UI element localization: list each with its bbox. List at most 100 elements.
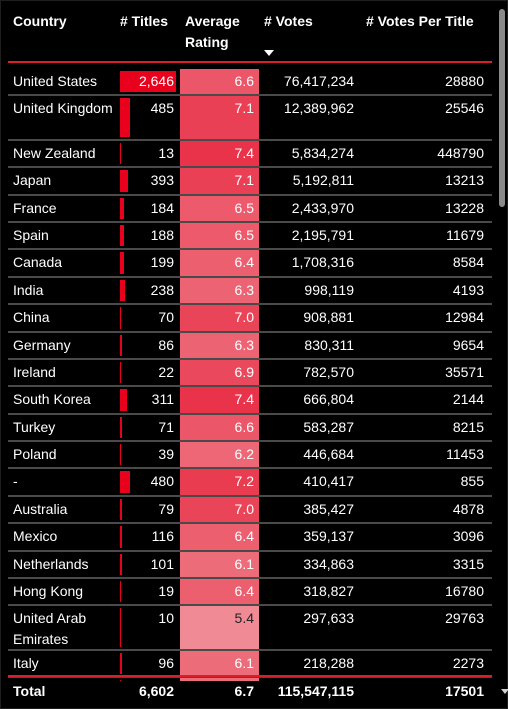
table-row[interactable]: Turkey 71 6.6 583,287 8215 <box>8 414 492 443</box>
table-row[interactable]: United Kingdom 485 7.1 12,389,962 25546 <box>8 96 492 141</box>
country-cell: Australia <box>13 500 68 517</box>
table-row[interactable]: Poland 39 6.2 446,684 11453 <box>8 442 492 470</box>
rating-color-cell <box>180 96 259 139</box>
table-row[interactable]: Mexico 116 6.4 359,137 3096 <box>8 524 492 552</box>
votes-per-title-cell: 855 <box>460 473 484 490</box>
titles-cell: 184 <box>150 199 174 216</box>
table-row[interactable]: Ireland 22 6.9 782,570 35571 <box>8 359 492 388</box>
rating-color-cell <box>180 678 259 681</box>
rating-color-cell <box>180 222 259 249</box>
votes-cell: 334,863 <box>303 555 354 572</box>
votes-per-title-cell: 3096 <box>452 528 484 545</box>
titles-databar <box>120 608 121 647</box>
titles-databar <box>120 98 131 137</box>
votes-cell: 297,633 <box>303 610 354 627</box>
titles-databar <box>120 224 124 247</box>
table-row[interactable]: United Arab Emirates 10 5.4 297,633 29763 <box>8 606 492 651</box>
titles-databar <box>120 279 126 302</box>
col-header-votes-per-title[interactable]: # Votes Per Title <box>366 13 474 29</box>
rating-color-cell <box>180 387 259 413</box>
table-row[interactable]: South Korea 311 7.4 666,804 2144 <box>8 387 492 415</box>
data-table: Country # Titles Average Rating # Votes … <box>8 7 492 699</box>
country-cell: India <box>13 281 44 298</box>
table-row[interactable]: Hong Kong 19 6.4 318,827 16780 <box>8 579 492 607</box>
titles-cell: 2,646 <box>138 73 174 89</box>
table-row[interactable]: Germany 86 6.3 830,311 9654 <box>8 332 492 360</box>
titles-cell: 101 <box>150 555 174 572</box>
votes-cell: 2,433,970 <box>291 199 354 216</box>
table-row[interactable]: - 480 7.2 410,417 855 <box>8 469 492 497</box>
table-row[interactable]: Spain 188 6.5 2,195,791 11679 <box>8 222 492 251</box>
votes-per-title-cell: 13213 <box>445 172 484 189</box>
titles-databar <box>120 170 129 192</box>
country-cell: United States <box>13 73 98 89</box>
col-header-titles[interactable]: # Titles <box>120 13 168 29</box>
votes-per-title-cell: 8584 <box>452 254 484 271</box>
total-titles: 6,602 <box>138 683 174 699</box>
country-cell: New Zealand <box>13 144 96 161</box>
table-row[interactable]: Netherlands 101 6.1 334,863 3315 <box>8 551 492 580</box>
votes-per-title-cell: 9654 <box>452 336 484 353</box>
table-row[interactable]: Czech Republic56.1191,89138378 <box>8 678 492 681</box>
col-header-rating[interactable]: Average Rating <box>185 13 240 50</box>
table-body[interactable]: United States 2,646 6.6 76,417,234 28880 Unit… <box>8 69 492 681</box>
votes-per-title-cell: 2273 <box>452 654 484 671</box>
country-cell: United Arab Emirates <box>13 610 87 648</box>
scroll-down-arrow-icon[interactable] <box>501 689 508 694</box>
rating-color-cell <box>180 650 259 677</box>
rating-cell: 7.4 <box>234 391 254 408</box>
titles-cell: 13 <box>158 144 174 161</box>
titles-cell: 480 <box>150 473 174 490</box>
votes-cell: 830,311 <box>304 336 354 353</box>
table-row[interactable]: New Zealand 13 7.4 5,834,274 448790 <box>8 140 492 169</box>
votes-cell: 446,684 <box>303 446 354 463</box>
vertical-scrollbar[interactable] <box>498 7 506 675</box>
titles-databar <box>120 498 122 521</box>
rating-cell: 6.3 <box>234 336 254 353</box>
titles-cell: 96 <box>158 654 174 671</box>
table-row[interactable]: Canada 199 6.4 1,708,316 8584 <box>8 250 492 278</box>
titles-cell: 485 <box>150 100 174 117</box>
table-row[interactable]: Japan 393 7.1 5,192,811 13213 <box>8 168 492 196</box>
titles-databar <box>120 680 121 681</box>
col-header-country[interactable]: Country <box>13 13 67 29</box>
sort-descending-icon[interactable] <box>264 50 274 56</box>
table-row[interactable]: United States 2,646 6.6 76,417,234 28880 <box>8 69 492 97</box>
votes-per-title-cell: 29763 <box>445 610 484 627</box>
titles-cell: 116 <box>151 528 174 545</box>
rating-color-cell <box>180 524 259 550</box>
rating-cell: 6.4 <box>234 254 254 271</box>
votes-per-title-cell: 12984 <box>445 309 484 326</box>
country-cell: Spain <box>13 226 49 243</box>
rating-cell: 7.2 <box>234 473 254 490</box>
titles-databar <box>120 361 121 384</box>
votes-cell: 385,427 <box>303 500 354 517</box>
votes-per-title-cell: 2144 <box>452 391 484 408</box>
titles-databar <box>120 471 131 493</box>
col-header-votes[interactable]: # Votes <box>264 13 313 29</box>
rating-color-cell <box>180 277 259 304</box>
titles-cell: 71 <box>158 418 174 435</box>
table-row[interactable]: India 238 6.3 998,119 4193 <box>8 277 492 306</box>
country-cell: Ireland <box>13 363 56 380</box>
rating-color-cell <box>180 414 259 441</box>
table-row[interactable]: China 70 7.0 908,881 12984 <box>8 305 492 333</box>
titles-databar <box>120 197 124 219</box>
table-row[interactable]: France 184 6.5 2,433,970 13228 <box>8 195 492 223</box>
country-cell: Canada <box>13 254 63 271</box>
rating-color-cell <box>180 195 259 221</box>
rating-color-cell <box>180 606 259 649</box>
votes-per-title-cell: 4878 <box>452 500 484 517</box>
rating-cell: 6.5 <box>234 199 254 216</box>
rating-color-cell <box>180 469 259 495</box>
votes-cell: 998,119 <box>304 281 354 298</box>
titles-cell: 238 <box>150 281 174 298</box>
votes-cell: 666,804 <box>303 391 354 408</box>
country-cell: Germany <box>13 336 71 353</box>
table-row[interactable]: Australia 79 7.0 385,427 4878 <box>8 496 492 525</box>
rating-color-cell <box>180 69 259 95</box>
scrollbar-thumb[interactable] <box>499 9 505 207</box>
table-row[interactable]: Italy 96 6.1 218,288 2273 <box>8 650 492 679</box>
country-cell: Mexico <box>13 528 58 545</box>
votes-per-title-cell: 13228 <box>445 199 484 216</box>
